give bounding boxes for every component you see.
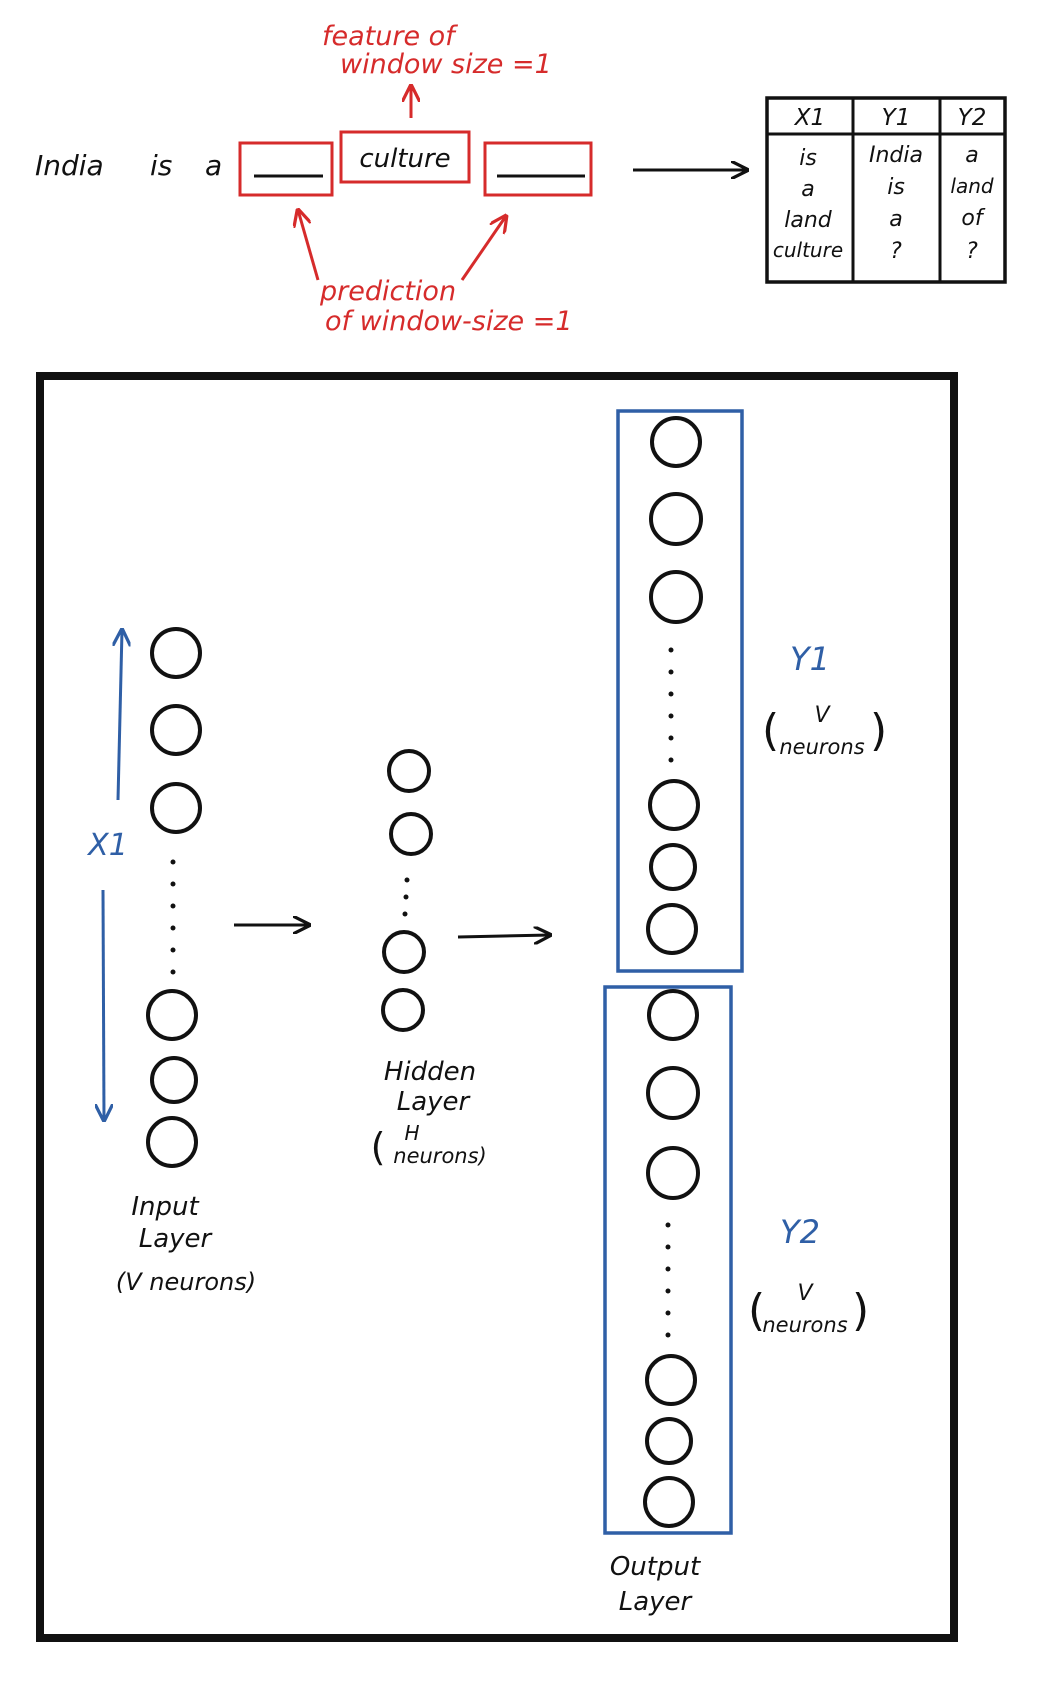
- y1-label-group: Y1 ( V neurons ): [762, 640, 887, 759]
- sentence-row: India is a culture: [35, 130, 593, 197]
- input-neuron: [150, 1056, 198, 1104]
- prediction-label-line2: of window-size =1: [325, 306, 573, 337]
- word-a: a: [205, 149, 222, 182]
- output-y2-neurons: [643, 989, 700, 1528]
- output-neuron: [647, 989, 699, 1041]
- hidden-label-open-paren: (: [371, 1125, 386, 1169]
- input-layer-label: Input Layer (V neurons): [116, 1192, 256, 1296]
- table-cell: culture: [773, 238, 843, 262]
- y2-close-paren: ): [852, 1285, 869, 1336]
- training-pairs-table: X1 Y1 Y2 is a land culture India is a ? …: [765, 96, 1007, 284]
- output-neuron: [646, 1066, 700, 1120]
- prediction-annotation: prediction of window-size =1: [298, 210, 573, 337]
- y1-sub-line2: neurons: [779, 735, 864, 759]
- input-neuron: [146, 1116, 198, 1168]
- y1-sub-line1: V: [814, 703, 831, 728]
- right-context-box: [483, 141, 593, 197]
- output-neuron: [649, 570, 703, 624]
- hidden-neuron: [387, 749, 431, 793]
- hidden-label-line4: neurons): [393, 1144, 486, 1168]
- hidden-neuron: [381, 988, 425, 1032]
- hidden-label-line3: H: [404, 1121, 419, 1145]
- word-is: is: [150, 149, 172, 182]
- input-neuron: [150, 704, 202, 756]
- output-y2-box: [603, 985, 733, 1535]
- table-header-y1: Y1: [882, 105, 911, 131]
- x1-down-arrow: [103, 889, 104, 1120]
- output-y1-neurons: [646, 416, 703, 955]
- table-header-x1: X1: [794, 105, 825, 131]
- word-culture: culture: [359, 144, 450, 174]
- input-layer: [146, 627, 202, 1168]
- y1-open-paren: (: [762, 705, 779, 756]
- table-border: [765, 96, 1007, 284]
- y2-label: Y2: [780, 1213, 820, 1251]
- y2-open-paren: (: [748, 1285, 765, 1336]
- y2-sub-line2: neurons: [762, 1313, 847, 1337]
- output-neuron: [646, 903, 698, 955]
- input-neuron: [150, 627, 202, 679]
- feature-label-line2: window size =1: [340, 49, 552, 80]
- output-neuron: [645, 1354, 697, 1406]
- input-label-line3: (V neurons): [116, 1268, 256, 1296]
- feature-annotation: feature of window size =1: [322, 21, 552, 118]
- output-y1-box: [616, 409, 744, 973]
- table-cell: a: [801, 177, 814, 202]
- table-cell: land: [784, 208, 833, 233]
- table-cell: a: [889, 207, 902, 232]
- output-neuron: [646, 1146, 700, 1200]
- output-y2-ellipsis: [665, 1222, 671, 1338]
- table-cell: ?: [890, 239, 902, 264]
- table-cell: is: [799, 146, 817, 171]
- hidden-to-output-arrow: [457, 935, 550, 937]
- output-neuron: [645, 1417, 693, 1465]
- input-label-line1: Input: [131, 1192, 199, 1222]
- hidden-label-line2: Layer: [397, 1087, 472, 1117]
- feature-label-line1: feature of: [322, 21, 458, 52]
- table-cell: is: [887, 175, 905, 200]
- x1-up-arrow: [118, 630, 122, 801]
- y1-label: Y1: [790, 640, 830, 678]
- x1-label: X1: [86, 828, 128, 863]
- y2-label-group: Y2 ( V neurons ): [748, 1213, 869, 1337]
- input-label-line2: Layer: [139, 1224, 214, 1254]
- hidden-neuron: [382, 930, 426, 974]
- center-feature-box: [339, 130, 471, 184]
- output-neuron: [649, 492, 703, 546]
- prediction-label-line1: prediction: [319, 276, 456, 307]
- network-frame: [36, 372, 958, 1642]
- prediction-arrow-left: [298, 210, 320, 281]
- input-ellipsis: [170, 859, 176, 975]
- hidden-layer: [381, 749, 433, 1032]
- prediction-arrow-right: [460, 216, 506, 281]
- y2-sub-line1: V: [797, 1281, 814, 1306]
- input-neuron: [146, 989, 198, 1041]
- table-cell: India: [869, 143, 923, 168]
- hidden-neuron: [389, 812, 433, 856]
- word-india: India: [35, 149, 104, 182]
- output-neuron: [643, 1476, 695, 1528]
- y1-close-paren: ): [870, 705, 887, 756]
- input-neuron: [150, 782, 202, 834]
- output-label-line2: Layer: [619, 1587, 694, 1617]
- output-label-line1: Output: [610, 1552, 701, 1582]
- table-cell: of: [961, 206, 985, 231]
- hidden-label-line1: Hidden: [384, 1057, 476, 1087]
- table-cell: land: [950, 174, 993, 198]
- hidden-ellipsis: [402, 877, 410, 917]
- table-header-y2: Y2: [958, 105, 987, 131]
- hidden-layer-label: Hidden Layer ( H neurons): [371, 1057, 487, 1169]
- table-cell: a: [965, 143, 978, 168]
- left-context-box: [238, 141, 334, 197]
- output-neuron: [648, 779, 700, 831]
- output-layer-label: Output Layer: [610, 1552, 701, 1617]
- output-neuron: [650, 416, 702, 468]
- output-neuron: [649, 843, 697, 891]
- x1-range-indicator: X1: [86, 630, 128, 1120]
- output-y1-ellipsis: [668, 647, 674, 763]
- table-cell: ?: [966, 239, 978, 264]
